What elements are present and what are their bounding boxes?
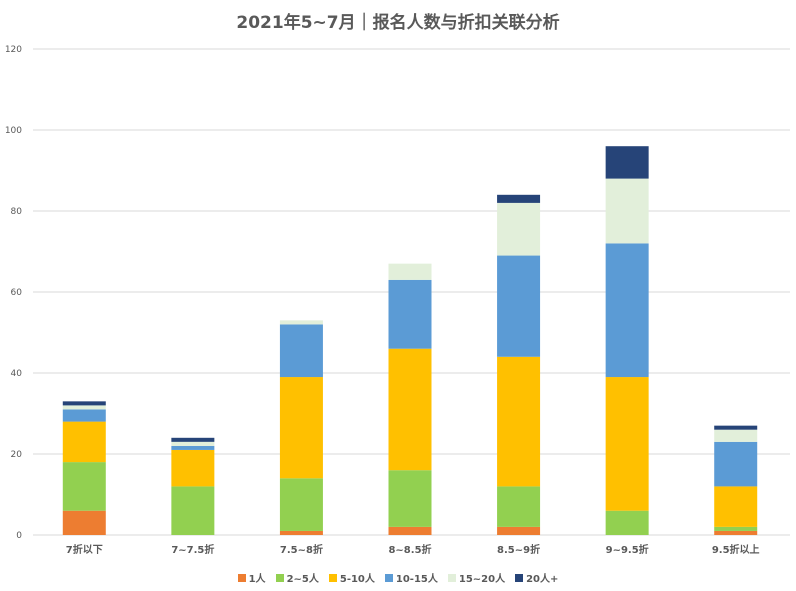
legend-swatch [328, 573, 337, 582]
bar-segment-1人 [279, 530, 323, 535]
bar-segment-15~20人 [388, 263, 432, 280]
bar-segment-5-10人 [388, 348, 432, 471]
legend: 1人 2~5人 5-10人 10-15人 15~20人 20人+ [0, 570, 796, 585]
legend-label: 15~20人 [458, 574, 506, 585]
legend-swatch [384, 573, 393, 582]
legend-label: 5-10人 [339, 574, 375, 585]
bar-segment-15~20人 [279, 320, 323, 325]
y-tick-label: 20 [11, 450, 23, 460]
x-tick-label: 7折以下 [66, 543, 103, 556]
legend-item: 10-15人 [384, 570, 438, 585]
x-tick-label: 7.5~8折 [280, 543, 323, 556]
bar-segment-5-10人 [497, 356, 541, 487]
bar-segment-10-15人 [714, 441, 758, 487]
bar-segment-10-15人 [62, 409, 106, 422]
bar-segment-5-10人 [62, 421, 106, 463]
bar-segment-20人+ [714, 425, 758, 430]
bar-segment-15~20人 [171, 441, 215, 446]
bar-segment-1人 [714, 530, 758, 535]
bar-segment-1人 [62, 510, 106, 535]
bar-segment-10-15人 [497, 255, 541, 357]
y-tick-label: 80 [11, 207, 23, 217]
bar-segment-15~20人 [605, 178, 649, 244]
x-tick-label: 9.5折以上 [712, 543, 760, 556]
legend-label: 1人 [248, 574, 266, 585]
bar-segment-2~5人 [497, 486, 541, 527]
y-tick-label: 40 [11, 369, 23, 379]
bar-segment-20人+ [497, 194, 541, 203]
legend-swatch [275, 573, 284, 582]
x-tick-label: 9~9.5折 [606, 543, 649, 556]
bar-segment-1人 [497, 526, 541, 535]
y-tick-label: 100 [5, 126, 22, 136]
bar-segment-2~5人 [171, 486, 215, 535]
bar-segment-2~5人 [714, 526, 758, 531]
bar-segment-20人+ [171, 437, 215, 442]
bar-segment-1人 [388, 526, 432, 535]
bar-segment-20人+ [62, 401, 106, 406]
legend-item: 20人+ [515, 570, 558, 585]
bar-segment-10-15人 [388, 279, 432, 349]
x-tick-label: 8.5~9折 [497, 543, 540, 556]
bar-segment-5-10人 [171, 449, 215, 487]
legend-label: 20人+ [526, 574, 559, 585]
bar-segment-10-15人 [279, 324, 323, 378]
bar-segment-5-10人 [279, 377, 323, 479]
legend-label: 2~5人 [286, 574, 319, 585]
bar-segment-5-10人 [714, 486, 758, 527]
legend-item: 15~20人 [447, 570, 506, 585]
x-tick-label: 8~8.5折 [388, 543, 431, 556]
bar-segment-15~20人 [714, 429, 758, 442]
y-tick-label: 120 [5, 45, 22, 55]
legend-item: 2~5人 [275, 570, 319, 585]
bar-segment-20人+ [605, 146, 649, 179]
legend-swatch [447, 573, 456, 582]
bar-segment-2~5人 [279, 478, 323, 531]
legend-item: 5-10人 [328, 570, 375, 585]
legend-label: 10-15人 [395, 574, 438, 585]
y-tick-label: 0 [16, 531, 22, 541]
bar-segment-10-15人 [605, 243, 649, 378]
legend-swatch [515, 573, 524, 582]
y-tick-label: 60 [11, 288, 23, 298]
bar-segment-10-15人 [171, 445, 215, 450]
legend-swatch [237, 573, 246, 582]
bar-segment-2~5人 [388, 470, 432, 527]
bar-segment-15~20人 [62, 405, 106, 410]
chart-title: 2021年5~7月｜报名人数与折扣关联分析 [236, 13, 560, 33]
bar-segment-5-10人 [605, 377, 649, 511]
legend-item: 1人 [237, 570, 266, 585]
bar-segment-15~20人 [497, 202, 541, 256]
bar-segment-2~5人 [62, 462, 106, 511]
x-tick-label: 7~7.5折 [171, 543, 214, 556]
bar-segment-2~5人 [605, 510, 649, 535]
